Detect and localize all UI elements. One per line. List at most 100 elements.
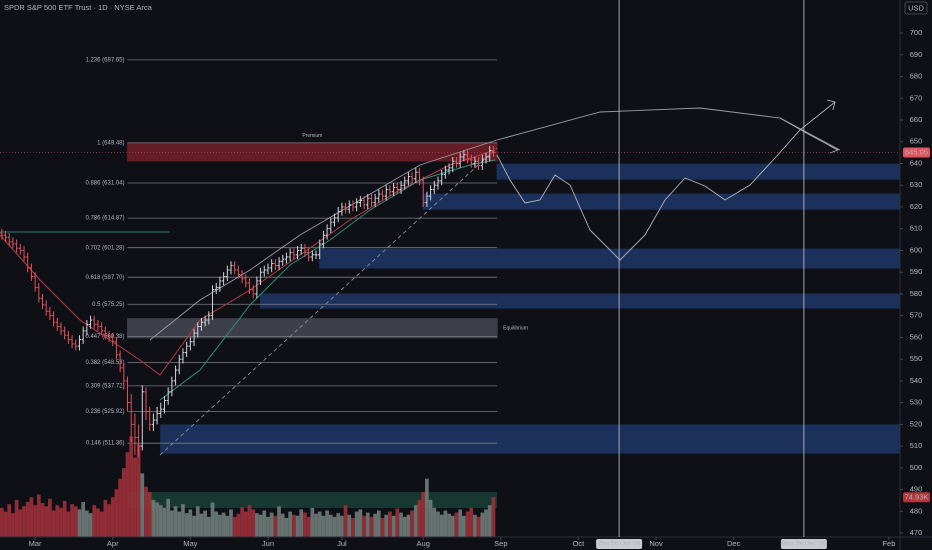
volume-bar bbox=[7, 504, 12, 537]
volume-bar bbox=[158, 505, 163, 537]
trendline bbox=[159, 147, 498, 456]
volume-bar bbox=[251, 509, 256, 537]
y-tick-label: 470 bbox=[910, 528, 923, 537]
x-tick-label: Aug bbox=[417, 539, 430, 548]
volume-bar bbox=[325, 510, 329, 537]
y-tick-label: 600 bbox=[910, 245, 923, 254]
currency[interactable]: USD bbox=[908, 3, 924, 12]
date-marker-box bbox=[596, 539, 643, 549]
volume-bar bbox=[421, 491, 426, 537]
volume-bar bbox=[177, 511, 182, 537]
volume-bar bbox=[232, 516, 237, 537]
fib-label: 0.309 (537.72) bbox=[85, 383, 124, 389]
volume-bar bbox=[439, 514, 444, 537]
chart-title: SPDR S&P 500 ETF Trust · 1D · NYSE Arca bbox=[4, 3, 153, 12]
volume-bar bbox=[184, 513, 189, 537]
y-tick-label: 520 bbox=[910, 419, 923, 428]
volume-bar bbox=[299, 509, 304, 537]
volume-bar bbox=[181, 504, 185, 537]
volume-bar bbox=[144, 486, 148, 537]
y-tick-label: 560 bbox=[910, 332, 923, 341]
volume-bar bbox=[192, 515, 196, 537]
volume-bar bbox=[425, 478, 429, 537]
volume-bar bbox=[48, 498, 52, 537]
volume-bar bbox=[121, 468, 126, 537]
volume-bar bbox=[173, 506, 178, 537]
x-tick-label: Sep bbox=[494, 539, 507, 548]
volume-bar bbox=[88, 513, 93, 537]
volume-bar bbox=[73, 506, 78, 537]
fib-label: 0.146 (511.36) bbox=[86, 441, 125, 447]
projection bbox=[496, 101, 836, 261]
y-tick-label: 540 bbox=[910, 376, 923, 385]
volume-bar bbox=[288, 511, 292, 537]
volume-bar bbox=[269, 512, 274, 537]
volume-bar bbox=[51, 510, 56, 537]
volume-bar bbox=[454, 512, 459, 537]
volume-bar bbox=[66, 511, 71, 537]
volume-bar bbox=[0, 507, 4, 537]
volume-bar bbox=[136, 444, 141, 537]
y-tick-label: 530 bbox=[910, 398, 923, 407]
volume-bar bbox=[110, 497, 115, 537]
volume-bar bbox=[291, 514, 296, 537]
volume-bar bbox=[92, 505, 97, 537]
volume-bar bbox=[469, 507, 474, 537]
volume-bar bbox=[373, 513, 378, 537]
y-tick-label: 510 bbox=[910, 441, 923, 450]
zone-label: Equilibrium bbox=[503, 326, 528, 332]
fib-label: 0.5 (575.25) bbox=[92, 302, 124, 308]
volume-bar bbox=[103, 499, 108, 537]
x-tick-label: Dec bbox=[727, 539, 741, 548]
volume-bar bbox=[365, 512, 370, 537]
volume-bar bbox=[81, 502, 86, 537]
volume-bar bbox=[62, 500, 67, 537]
volume-bar bbox=[321, 515, 326, 537]
currency-box[interactable] bbox=[904, 1, 928, 15]
volume-bar bbox=[18, 509, 23, 537]
volume-bar bbox=[314, 513, 318, 537]
fib-label: 1 (649.48) bbox=[97, 140, 124, 146]
volume-bar bbox=[3, 511, 8, 537]
volume-bar bbox=[236, 513, 241, 537]
y-tick-label: 570 bbox=[910, 311, 923, 320]
volume-bar bbox=[243, 511, 248, 537]
volume-bar bbox=[317, 511, 322, 537]
volume-bar bbox=[118, 478, 122, 537]
volume-bar bbox=[410, 510, 414, 537]
volume-bar bbox=[44, 506, 49, 537]
volume-bar bbox=[399, 512, 403, 537]
volume-bar bbox=[203, 510, 207, 537]
y-tick-label: 640 bbox=[910, 158, 923, 167]
upper-curve bbox=[149, 107, 841, 341]
zone bbox=[160, 424, 901, 454]
projection-arrow bbox=[826, 99, 836, 111]
volume-bar bbox=[99, 511, 104, 537]
volume-bar bbox=[465, 511, 470, 537]
volume-bar bbox=[432, 507, 437, 537]
volume-bar bbox=[170, 510, 174, 537]
volume-bar bbox=[155, 502, 159, 537]
x-tick-label: May bbox=[183, 539, 197, 548]
volume-bar bbox=[199, 513, 204, 537]
volume-bar bbox=[25, 502, 30, 537]
volume-bar bbox=[206, 516, 211, 537]
volume-bar bbox=[402, 516, 407, 537]
projection-arrow-2 bbox=[829, 145, 840, 154]
y-tick-label: 650 bbox=[910, 137, 923, 146]
volume-bar bbox=[480, 512, 485, 537]
zone bbox=[127, 318, 498, 339]
last-price-label: 645.05 bbox=[905, 147, 928, 156]
volume-bar bbox=[107, 504, 111, 537]
y-tick-label: 550 bbox=[910, 354, 923, 363]
volume-bar bbox=[328, 514, 333, 537]
indicators bbox=[0, 99, 841, 508]
volume-bar bbox=[377, 510, 381, 537]
y-tick-label: 580 bbox=[910, 289, 923, 298]
x-tick-label: Jun bbox=[262, 539, 274, 548]
volume-bar bbox=[384, 514, 389, 537]
date-marker-label: Thu 16 Oct '25 bbox=[598, 541, 641, 548]
volume-bar bbox=[295, 515, 300, 537]
volume-bar bbox=[391, 515, 396, 537]
